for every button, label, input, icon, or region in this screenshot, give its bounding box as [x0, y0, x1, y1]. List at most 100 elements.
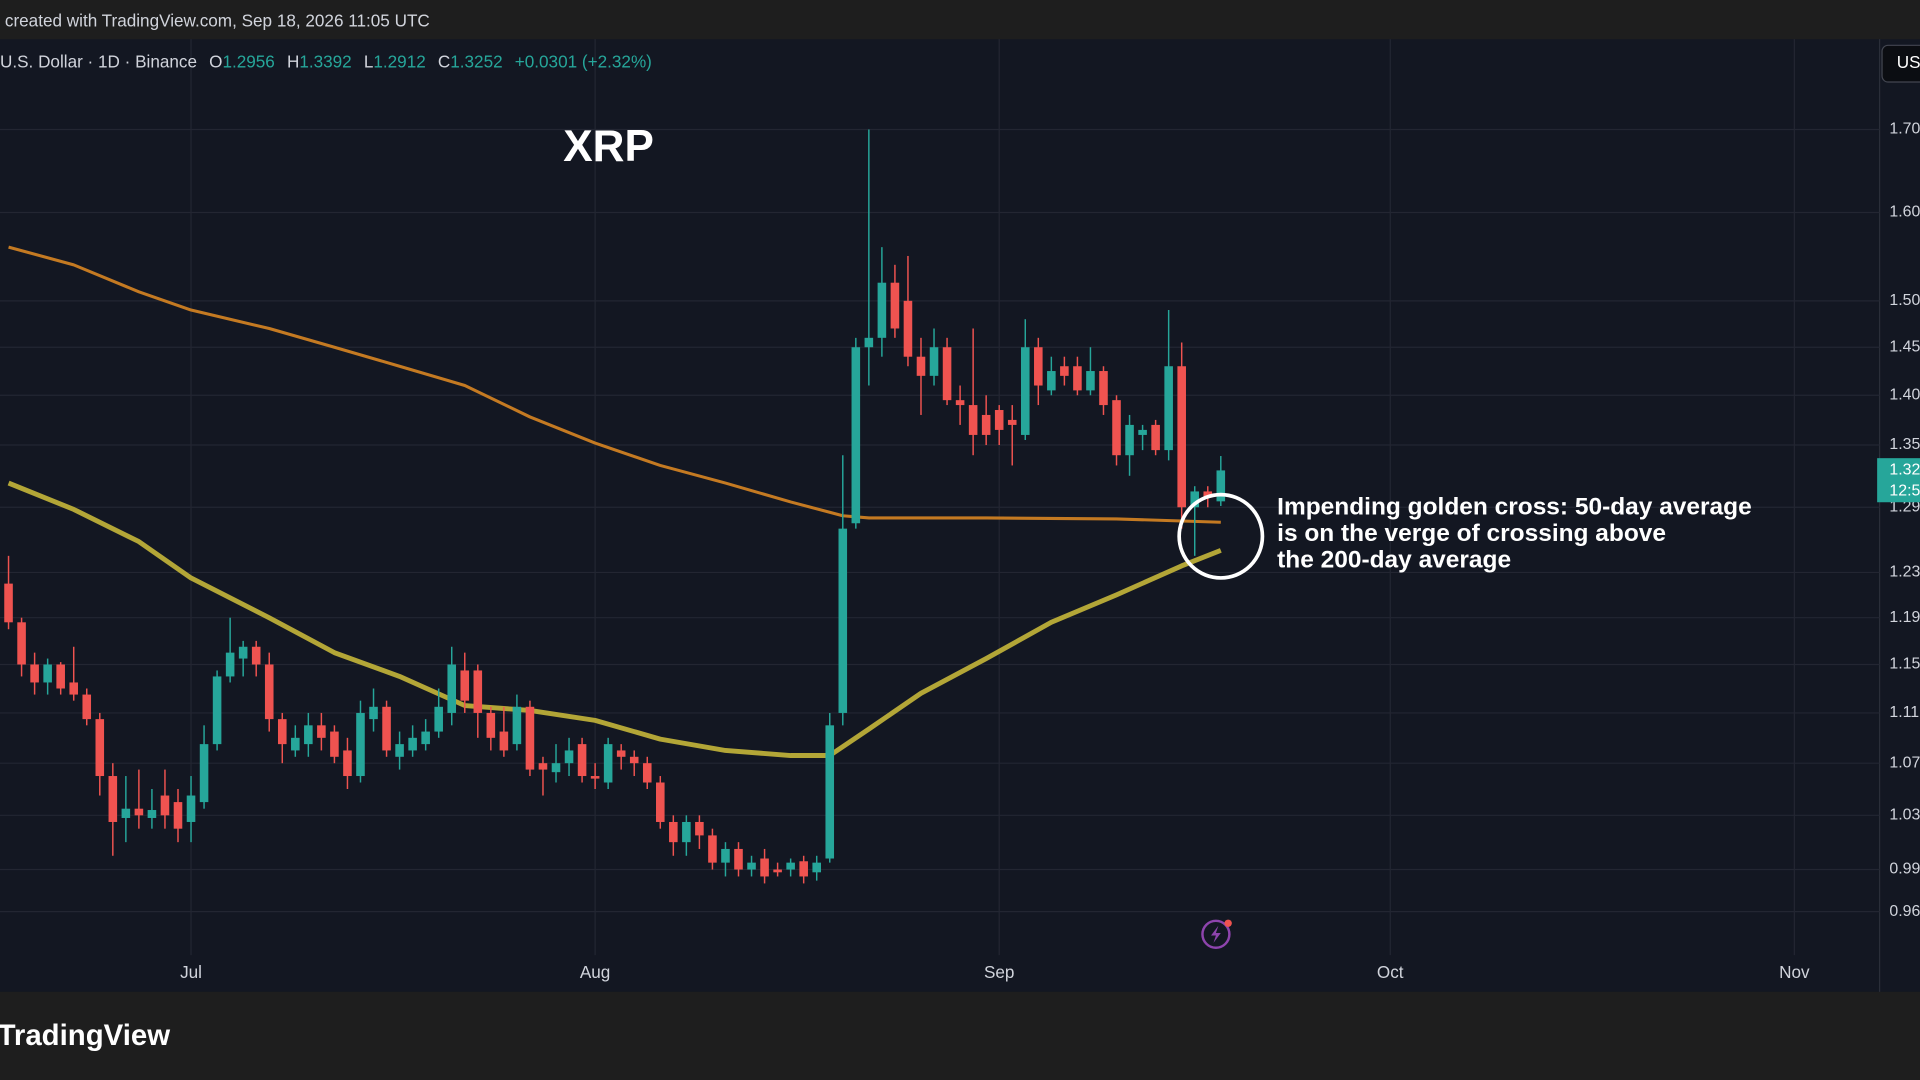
legend-line: U.S. Dollar · 1D · Binance O1.2956 H1.33…	[0, 51, 652, 71]
candle-body	[421, 731, 430, 745]
ohlc-label: H	[287, 51, 299, 71]
candle-body	[434, 706, 443, 732]
candle-body	[721, 848, 730, 863]
candle-body	[369, 706, 378, 720]
candle-body	[864, 337, 874, 348]
candle-body	[525, 706, 535, 770]
y-tick-label: 1.70	[1889, 121, 1920, 138]
y-tick-label: 1.19	[1889, 609, 1920, 626]
y-tick-label: 0.96	[1889, 903, 1920, 920]
candle-body	[838, 528, 848, 713]
candle-body	[955, 400, 965, 406]
candle-body	[251, 646, 261, 665]
icon[interactable]	[1201, 919, 1232, 949]
candle-body	[82, 694, 92, 720]
candle-body	[1203, 491, 1213, 497]
ohlc-value: 1.3252	[450, 51, 502, 71]
candle-body	[760, 858, 769, 877]
price-tag	[1877, 458, 1920, 503]
candle-body	[382, 706, 391, 751]
candle-body	[1138, 429, 1147, 435]
y-tick-label: 1.35	[1889, 436, 1920, 453]
chart-title: XRP	[563, 122, 654, 171]
candle-body	[186, 795, 196, 822]
candle-body	[1007, 419, 1017, 425]
candle-body	[994, 410, 1004, 430]
ohlc-value: 1.2912	[373, 51, 425, 71]
countdown: 12:5	[1889, 482, 1920, 499]
moving-average	[7, 480, 1222, 758]
candle-body	[1216, 470, 1226, 502]
y-tick-label: 0.99	[1889, 861, 1920, 878]
candle-body	[408, 737, 417, 751]
candle-body	[1177, 366, 1186, 508]
candle-body	[343, 750, 352, 777]
candle-body	[981, 414, 991, 435]
candle-body	[903, 300, 913, 357]
candle-body	[799, 861, 808, 877]
footer-bar	[0, 991, 1920, 1080]
currency-button-label[interactable]: US	[1897, 52, 1920, 72]
annotation-text: is on the verge of crossing above	[1277, 520, 1666, 547]
symbol: U.S. Dollar · 1D · Binance	[0, 51, 197, 71]
candle-body	[812, 862, 821, 873]
y-tick-label: 1.03	[1889, 807, 1920, 824]
y-tick-label: 1.40	[1889, 386, 1920, 403]
candle-body	[499, 731, 509, 751]
candle-body	[629, 756, 639, 764]
candle-body	[1073, 366, 1082, 391]
candle-body	[942, 347, 952, 401]
candle-body	[69, 682, 78, 695]
candle-body	[238, 646, 248, 659]
price-tag-value: 1.3252	[1889, 462, 1920, 479]
y-tick-label: 1.60	[1889, 204, 1920, 221]
candle-body	[890, 282, 900, 329]
candle-body	[916, 356, 926, 376]
candle-body	[1125, 424, 1134, 456]
change-pct: (+2.32%)	[582, 51, 652, 71]
candle-body	[134, 808, 144, 816]
ohlc-value: 1.3392	[299, 51, 351, 71]
candle-body	[590, 776, 600, 779]
candle-body	[225, 652, 235, 677]
ohlc-value: 1.2956	[222, 51, 274, 71]
x-tick-label: Aug	[580, 962, 610, 982]
currency-button[interactable]	[1881, 44, 1920, 83]
candle-body	[642, 763, 652, 783]
labels: 1.70 1.60 1.50 1.45 1.40 1.35 1.29 1.23 1.19 1.15…	[180, 121, 1920, 982]
candle-body	[851, 347, 861, 524]
change: +0.0301	[515, 51, 577, 71]
y-tick-label: 1.07	[1889, 754, 1920, 771]
candle-body	[564, 750, 574, 764]
candle-body	[4, 583, 13, 623]
candle-body	[1099, 371, 1108, 406]
annotation-text: the 200-day average	[1277, 546, 1511, 573]
candle-body	[447, 664, 457, 713]
candle-body	[173, 802, 183, 829]
moving-average	[8, 245, 1221, 524]
x-tick-label: Oct	[1377, 962, 1404, 982]
x-tick-label: Sep	[984, 962, 1014, 982]
candle-body	[1034, 347, 1043, 386]
header-text: created with TradingView.com, Sep 18, 20…	[5, 11, 430, 31]
candle-body	[95, 719, 105, 777]
candle-body	[1060, 366, 1069, 376]
candle-body	[486, 712, 496, 738]
candle-body	[708, 835, 717, 863]
candle-body	[1112, 400, 1121, 456]
candle-body	[17, 622, 26, 665]
ohlc-label: C	[438, 51, 450, 71]
candle-body	[747, 862, 756, 870]
candle-body	[473, 670, 483, 713]
y-tick-label: 1.15	[1889, 656, 1920, 673]
annotation-text: Impending golden cross: 50-day average	[1277, 494, 1752, 521]
candle-body	[538, 763, 548, 770]
marks	[4, 129, 1226, 884]
candle-body	[108, 776, 118, 822]
candle-body	[277, 719, 287, 745]
candle-body	[551, 763, 561, 773]
candle-body	[121, 808, 131, 818]
candle-body	[825, 725, 835, 859]
